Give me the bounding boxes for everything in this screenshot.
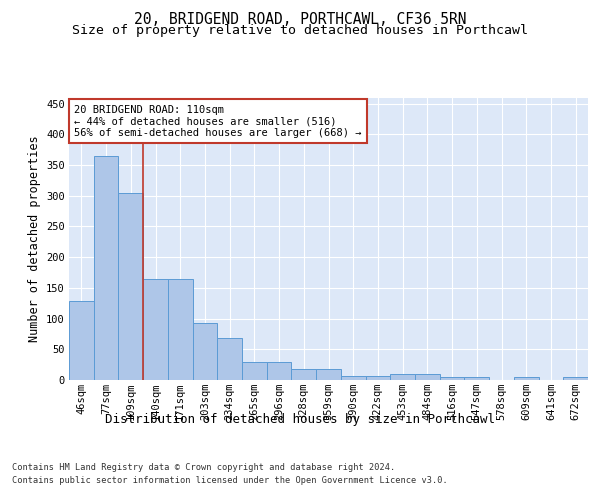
Bar	[193, 323, 217, 380]
Bar	[217, 338, 242, 380]
Bar	[242, 362, 267, 380]
Bar	[316, 369, 341, 380]
Bar	[94, 156, 118, 380]
Bar	[390, 374, 415, 380]
Bar	[292, 369, 316, 380]
Bar	[415, 374, 440, 380]
Bar	[341, 376, 365, 380]
Bar	[563, 377, 588, 380]
Bar	[143, 278, 168, 380]
Bar	[118, 194, 143, 380]
Text: Contains HM Land Registry data © Crown copyright and database right 2024.: Contains HM Land Registry data © Crown c…	[12, 462, 395, 471]
Text: Contains public sector information licensed under the Open Government Licence v3: Contains public sector information licen…	[12, 476, 448, 485]
Bar	[168, 278, 193, 380]
Bar	[69, 302, 94, 380]
Y-axis label: Number of detached properties: Number of detached properties	[28, 136, 41, 342]
Text: 20 BRIDGEND ROAD: 110sqm
← 44% of detached houses are smaller (516)
56% of semi-: 20 BRIDGEND ROAD: 110sqm ← 44% of detach…	[74, 104, 362, 138]
Text: Size of property relative to detached houses in Porthcawl: Size of property relative to detached ho…	[72, 24, 528, 37]
Bar	[464, 377, 489, 380]
Text: 20, BRIDGEND ROAD, PORTHCAWL, CF36 5RN: 20, BRIDGEND ROAD, PORTHCAWL, CF36 5RN	[134, 12, 466, 28]
Text: Distribution of detached houses by size in Porthcawl: Distribution of detached houses by size …	[105, 412, 495, 426]
Bar	[267, 362, 292, 380]
Bar	[514, 377, 539, 380]
Bar	[365, 376, 390, 380]
Bar	[440, 377, 464, 380]
